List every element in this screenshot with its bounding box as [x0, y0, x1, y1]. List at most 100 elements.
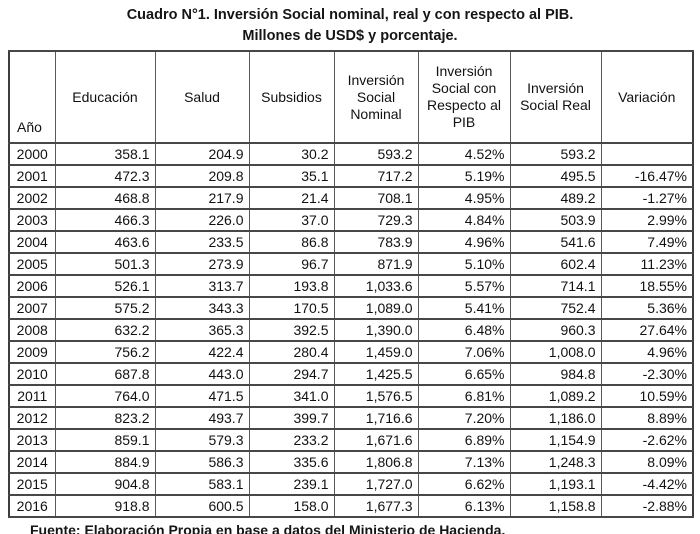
table-title: Cuadro N°1. Inversión Social nominal, re… — [0, 5, 700, 47]
cell-inversion-social-real: 1,186.0 — [509, 406, 602, 430]
column-header-educacion: Educación — [54, 50, 156, 144]
cell-ano: 2016 — [8, 494, 56, 518]
cell-subsidios: 341.0 — [248, 384, 335, 408]
table-row: 2014 884.9 586.3 335.6 1,806.8 7.13% 1,248.3 8.… — [8, 450, 694, 474]
column-header-inversion-social-respecto-pib: Inversión Social con Respecto al PIB — [417, 50, 511, 144]
table-row: 2012 823.2 493.7 399.7 1,716.6 7.20% 1,186.0 8.… — [8, 406, 694, 430]
cell-salud: 217.9 — [154, 186, 250, 210]
table-row: 2015 904.8 583.1 239.1 1,727.0 6.62% 1,193.1 -4… — [8, 472, 694, 496]
cell-ano: 2009 — [8, 340, 56, 364]
cell-inversion-social-respecto-pib: 6.81% — [417, 384, 511, 408]
cell-inversion-social-real: 503.9 — [509, 208, 602, 232]
cell-subsidios: 233.2 — [248, 428, 335, 452]
table-row: 2004 463.6 233.5 86.8 783.9 4.96% 541.6 7.49% — [8, 230, 694, 254]
cell-salud: 493.7 — [154, 406, 250, 430]
column-header-variacion: Variación — [600, 50, 694, 144]
cell-inversion-social-respecto-pib: 6.62% — [417, 472, 511, 496]
cell-educacion: 575.2 — [54, 296, 156, 320]
cell-ano: 2000 — [8, 142, 56, 166]
cell-inversion-social-respecto-pib: 4.96% — [417, 230, 511, 254]
cell-salud: 422.4 — [154, 340, 250, 364]
cell-inversion-social-respecto-pib: 7.06% — [417, 340, 511, 364]
cell-inversion-social-nominal: 708.1 — [333, 186, 419, 210]
cell-variacion: -1.27% — [600, 186, 694, 210]
cell-ano: 2005 — [8, 252, 56, 276]
cell-subsidios: 193.8 — [248, 274, 335, 298]
cell-variacion: -16.47% — [600, 164, 694, 188]
table-row: 2013 859.1 579.3 233.2 1,671.6 6.89% 1,154.9 -2… — [8, 428, 694, 452]
column-header-subsidios: Subsidios — [248, 50, 335, 144]
table-row: 2003 466.3 226.0 37.0 729.3 4.84% 503.9 2.99% — [8, 208, 694, 232]
cell-inversion-social-real: 1,193.1 — [509, 472, 602, 496]
cell-salud: 273.9 — [154, 252, 250, 276]
table-row: 2005 501.3 273.9 96.7 871.9 5.10% 602.4 11.23% — [8, 252, 694, 276]
cell-inversion-social-nominal: 783.9 — [333, 230, 419, 254]
cell-educacion: 764.0 — [54, 384, 156, 408]
cell-educacion: 526.1 — [54, 274, 156, 298]
cell-inversion-social-nominal: 1,425.5 — [333, 362, 419, 386]
cell-inversion-social-respecto-pib: 5.57% — [417, 274, 511, 298]
cell-salud: 209.8 — [154, 164, 250, 188]
cell-inversion-social-real: 960.3 — [509, 318, 602, 342]
cell-inversion-social-real: 984.8 — [509, 362, 602, 386]
cell-subsidios: 86.8 — [248, 230, 335, 254]
table-row: 2001 472.3 209.8 35.1 717.2 5.19% 495.5 -16.47% — [8, 164, 694, 188]
cell-inversion-social-real: 495.5 — [509, 164, 602, 188]
table-body: 2000 358.1 204.9 30.2 593.2 4.52% 593.2 2001 472… — [8, 142, 694, 518]
cell-variacion: 7.49% — [600, 230, 694, 254]
cell-ano: 2003 — [8, 208, 56, 232]
cell-inversion-social-nominal: 1,033.6 — [333, 274, 419, 298]
cell-inversion-social-nominal: 1,806.8 — [333, 450, 419, 474]
title-line1: Cuadro N°1. Inversión Social nominal, re… — [126, 7, 574, 23]
cell-subsidios: 392.5 — [248, 318, 335, 342]
cell-inversion-social-real: 1,008.0 — [509, 340, 602, 364]
cell-subsidios: 37.0 — [248, 208, 335, 232]
cell-educacion: 358.1 — [54, 142, 156, 166]
cell-subsidios: 35.1 — [248, 164, 335, 188]
cell-inversion-social-respecto-pib: 6.48% — [417, 318, 511, 342]
table-row: 2016 918.8 600.5 158.0 1,677.3 6.13% 1,158.8 -2… — [8, 494, 694, 518]
cell-subsidios: 280.4 — [248, 340, 335, 364]
table-row: 2006 526.1 313.7 193.8 1,033.6 5.57% 714.1 18.5… — [8, 274, 694, 298]
cell-inversion-social-nominal: 1,089.0 — [333, 296, 419, 320]
cell-variacion: -2.30% — [600, 362, 694, 386]
header-row: Año Educación Salud Subsidios Inversión Soci… — [8, 50, 694, 144]
cell-variacion: 8.89% — [600, 406, 694, 430]
cell-variacion: 8.09% — [600, 450, 694, 474]
cell-subsidios: 335.6 — [248, 450, 335, 474]
cell-educacion: 463.6 — [54, 230, 156, 254]
cell-ano: 2015 — [8, 472, 56, 496]
cell-inversion-social-nominal: 593.2 — [333, 142, 419, 166]
cell-variacion: 27.64% — [600, 318, 694, 342]
cell-inversion-social-nominal: 717.2 — [333, 164, 419, 188]
cell-variacion: -2.62% — [600, 428, 694, 452]
cell-inversion-social-real: 1,089.2 — [509, 384, 602, 408]
cell-salud: 579.3 — [154, 428, 250, 452]
cell-salud: 443.0 — [154, 362, 250, 386]
cell-inversion-social-real: 714.1 — [509, 274, 602, 298]
cell-inversion-social-respecto-pib: 6.65% — [417, 362, 511, 386]
cell-salud: 233.5 — [154, 230, 250, 254]
cell-educacion: 823.2 — [54, 406, 156, 430]
cell-variacion: 5.36% — [600, 296, 694, 320]
cell-educacion: 884.9 — [54, 450, 156, 474]
cell-ano: 2010 — [8, 362, 56, 386]
column-header-ano: Año — [8, 50, 56, 144]
cell-inversion-social-nominal: 1,716.6 — [333, 406, 419, 430]
cell-inversion-social-real: 541.6 — [509, 230, 602, 254]
cell-subsidios: 399.7 — [248, 406, 335, 430]
cell-educacion: 756.2 — [54, 340, 156, 364]
cell-salud: 226.0 — [154, 208, 250, 232]
cell-educacion: 904.8 — [54, 472, 156, 496]
column-header-inversion-social-nominal: Inversión Social Nominal — [333, 50, 419, 144]
cell-inversion-social-real: 1,158.8 — [509, 494, 602, 518]
cell-inversion-social-respecto-pib: 4.52% — [417, 142, 511, 166]
cell-educacion: 468.8 — [54, 186, 156, 210]
table-row: 2010 687.8 443.0 294.7 1,425.5 6.65% 984.8 -2.3… — [8, 362, 694, 386]
cell-variacion: 11.23% — [600, 252, 694, 276]
cell-ano: 2007 — [8, 296, 56, 320]
table-row: 2000 358.1 204.9 30.2 593.2 4.52% 593.2 — [8, 142, 694, 166]
cell-ano: 2011 — [8, 384, 56, 408]
cell-educacion: 501.3 — [54, 252, 156, 276]
